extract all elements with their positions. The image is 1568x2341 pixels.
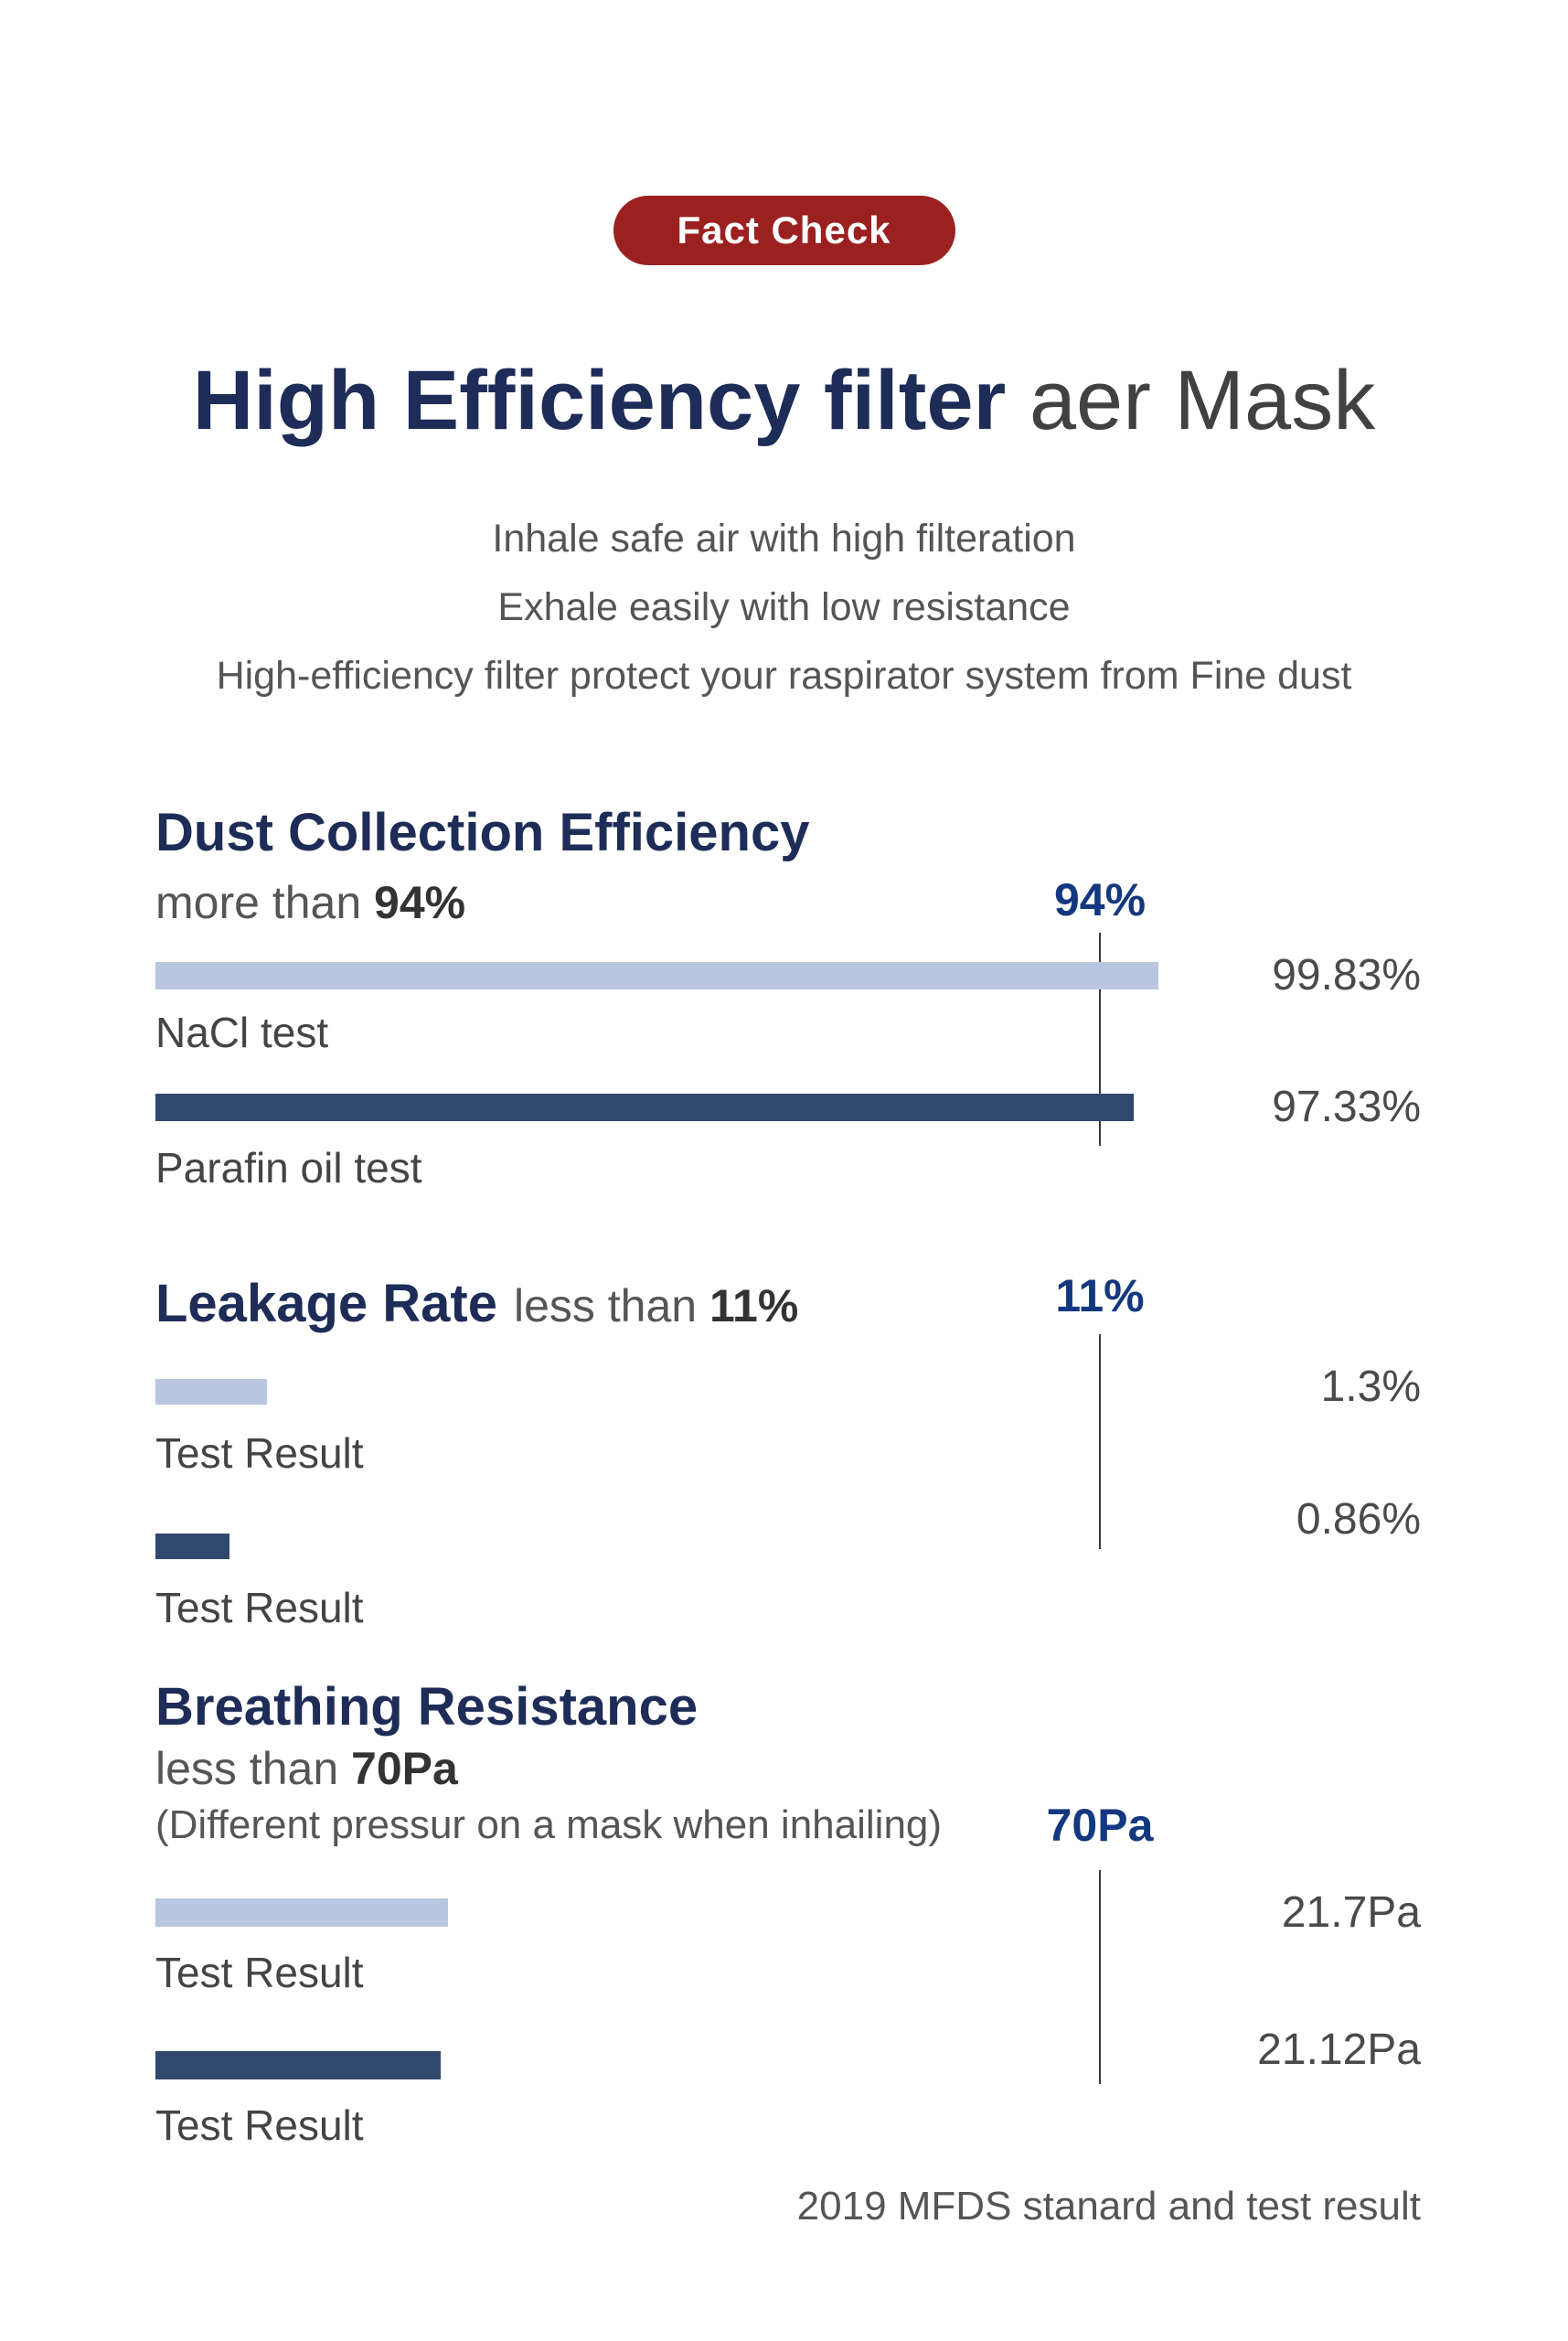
threshold-label: 70Pa bbox=[1046, 1800, 1154, 1851]
section-heading: Leakage Rate bbox=[155, 1274, 497, 1333]
nacl-test-bar bbox=[155, 962, 1158, 989]
bar-label: Test Result bbox=[155, 2101, 364, 2149]
bar-label: NaCl test bbox=[155, 1009, 329, 1056]
condition-value: 70Pa bbox=[351, 1743, 458, 1794]
bar-label: Test Result bbox=[155, 1429, 364, 1477]
breathing-test-bar-1 bbox=[155, 1898, 448, 1927]
subtitle-line-1: Inhale safe air with high filteration bbox=[492, 517, 1076, 561]
bar-label: Test Result bbox=[155, 1584, 364, 1631]
footer-note: 2019 MFDS stanard and test result bbox=[796, 2184, 1421, 2229]
condition-prefix: less than bbox=[155, 1743, 352, 1794]
page-title: High Efficiency filter aer Mask bbox=[0, 346, 1568, 455]
bar-value: 1.3% bbox=[1320, 1363, 1421, 1411]
section-dust-collection: Dust Collection Efficiency more than 94%… bbox=[155, 802, 1421, 1232]
section-condition: less than 70Pa bbox=[155, 1742, 458, 1795]
threshold-label: 94% bbox=[1053, 874, 1147, 925]
leakage-test-bar-1 bbox=[155, 1379, 267, 1405]
subtitle-block: Inhale safe air with high filteration Ex… bbox=[0, 505, 1568, 711]
fact-check-badge: Fact Check bbox=[613, 196, 955, 265]
leakage-test-bar-2 bbox=[155, 1534, 229, 1559]
condition-value: 94% bbox=[374, 877, 466, 928]
threshold-line bbox=[1099, 933, 1101, 1146]
condition-prefix: less than bbox=[513, 1280, 709, 1331]
bar-value: 21.7Pa bbox=[1281, 1888, 1421, 1937]
threshold-line bbox=[1099, 1334, 1101, 1549]
bar-label: Test Result bbox=[155, 1949, 364, 1996]
subtitle-line-3: High-efficiency filter protect your rasp… bbox=[216, 654, 1352, 698]
bar-value: 99.83% bbox=[1272, 951, 1421, 999]
bar-value: 97.33% bbox=[1272, 1083, 1421, 1131]
section-heading-row: Leakage Rate less than 11% bbox=[155, 1273, 798, 1334]
bar-value: 0.86% bbox=[1296, 1495, 1421, 1544]
section-heading: Breathing Resistance bbox=[155, 1677, 699, 1737]
section-note: (Different pressur on a mask when inhail… bbox=[155, 1802, 943, 1847]
threshold-label: 11% bbox=[1055, 1270, 1145, 1321]
condition-prefix: more than bbox=[155, 877, 375, 928]
subtitle-line-2: Exhale easily with low resistance bbox=[497, 585, 1071, 629]
threshold-line bbox=[1099, 1870, 1101, 2084]
bar-value: 21.12Pa bbox=[1257, 2026, 1421, 2074]
bar-label: Parafin oil test bbox=[155, 1144, 422, 1192]
section-condition: more than 94% bbox=[155, 876, 465, 929]
breathing-test-bar-2 bbox=[155, 2051, 441, 2079]
section-heading: Dust Collection Efficiency bbox=[155, 803, 810, 862]
section-breathing-resistance: Breathing Resistance less than 70Pa (Dif… bbox=[155, 1676, 1421, 2161]
section-leakage-rate: Leakage Rate less than 11% 11% Test Resul… bbox=[155, 1270, 1421, 1639]
title-main: High Efficiency filter bbox=[192, 354, 1007, 447]
parafin-oil-test-bar bbox=[155, 1094, 1134, 1121]
title-sub: aer Mask bbox=[1006, 354, 1376, 447]
condition-value: 11% bbox=[709, 1280, 799, 1331]
